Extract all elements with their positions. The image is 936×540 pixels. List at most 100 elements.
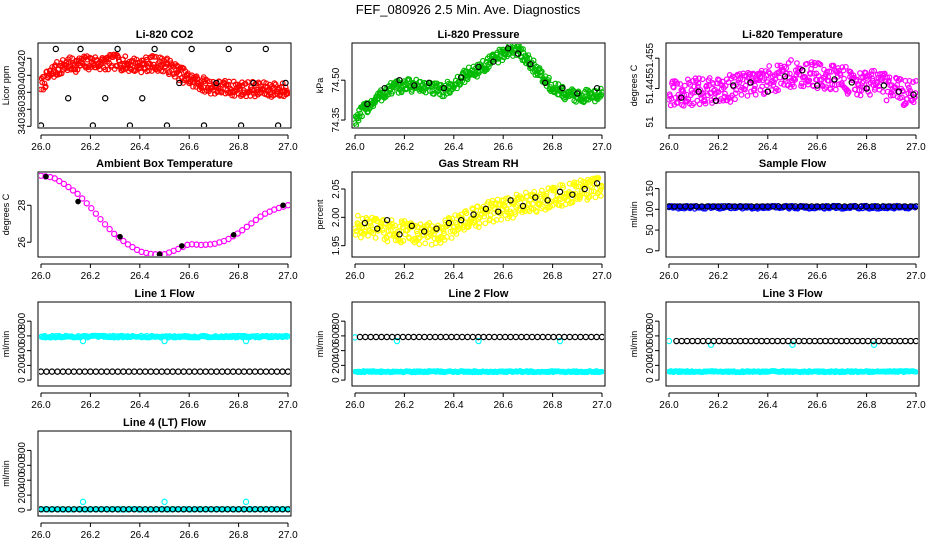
- data-point: [169, 368, 176, 375]
- data-point: [491, 333, 498, 341]
- data-point: [504, 45, 512, 52]
- data-point: [732, 96, 738, 103]
- data-point: [372, 234, 379, 241]
- panel-title: Ambient Box Temperature: [96, 158, 233, 170]
- x-axis: 26.0 26.2 26.4 26.6 26.8 27.0: [659, 263, 926, 282]
- data-point: [248, 220, 255, 227]
- data-point: [800, 337, 808, 345]
- series-line-1-black: [39, 368, 290, 375]
- data-point: [198, 84, 205, 91]
- series-line-2-black: [356, 333, 604, 341]
- data-point: [837, 72, 844, 78]
- data-point: [854, 337, 861, 345]
- data-point: [800, 83, 807, 90]
- data-point: [207, 368, 215, 375]
- outlier-point: [242, 337, 250, 345]
- x-tick-label: 26.8: [543, 400, 563, 411]
- panel-title: Line 1 Flow: [135, 288, 195, 300]
- data-point: [109, 368, 116, 375]
- data-point: [389, 333, 396, 341]
- data-point: [705, 337, 712, 345]
- data-point: [112, 52, 119, 59]
- plot-frame: [351, 42, 606, 129]
- data-point: [827, 337, 835, 345]
- data-point: [510, 53, 516, 59]
- data-point: [744, 92, 751, 99]
- data-point: [164, 368, 171, 375]
- data-point: [667, 102, 674, 109]
- data-point: [98, 368, 105, 375]
- data-point: [910, 79, 916, 85]
- data-point: [763, 337, 771, 345]
- x-tick-label: 26.2: [81, 142, 101, 153]
- y-tick-label: 200: [17, 357, 28, 374]
- x-tick-label: 26.6: [179, 400, 199, 411]
- data-point: [802, 74, 809, 80]
- plot-area: [39, 45, 290, 127]
- data-point: [880, 337, 888, 345]
- panel-sample-flow: Sample Flow 26.0 26.2 26.4 26.6 26.8 27.0 0 50 10…: [629, 158, 926, 282]
- data-point: [42, 83, 49, 90]
- data-point: [52, 45, 60, 53]
- data-point: [726, 337, 733, 345]
- data-point: [432, 333, 439, 341]
- data-point: [751, 85, 758, 92]
- y-axis-label: Licor ppm: [1, 66, 11, 106]
- data-point: [389, 88, 396, 95]
- data-point: [859, 337, 866, 345]
- data-point: [454, 85, 460, 92]
- data-point: [839, 64, 846, 71]
- data-point: [425, 79, 433, 87]
- data-point: [806, 77, 813, 84]
- data-point: [860, 78, 867, 85]
- data-point: [480, 333, 487, 341]
- data-point: [591, 181, 598, 187]
- data-point: [795, 337, 803, 345]
- data-point: [556, 188, 564, 196]
- data-point: [559, 84, 566, 92]
- data-point: [913, 78, 918, 84]
- data-point: [528, 205, 535, 212]
- data-point: [452, 212, 459, 219]
- data-point: [110, 230, 118, 238]
- x-axis: 26.0 26.2 26.4 26.6 26.8 27.0: [659, 392, 926, 411]
- data-point: [43, 368, 50, 375]
- x-tick-label: 26.8: [543, 142, 563, 153]
- x-tick-label: 26.6: [807, 142, 827, 153]
- data-point: [696, 75, 702, 82]
- data-point: [251, 368, 259, 375]
- data-point: [774, 337, 781, 345]
- x-tick-label: 26.6: [807, 400, 827, 411]
- data-point: [92, 210, 100, 217]
- data-point: [884, 88, 891, 95]
- data-point: [456, 225, 463, 231]
- data-point: [811, 70, 817, 77]
- data-point: [175, 368, 182, 375]
- data-point: [832, 86, 839, 93]
- series-co2-red: [39, 51, 290, 100]
- data-point: [496, 333, 503, 341]
- data-point: [284, 368, 290, 375]
- data-point: [359, 113, 365, 120]
- data-point: [814, 85, 821, 92]
- data-point: [250, 79, 257, 87]
- data-point: [673, 337, 680, 345]
- data-point: [246, 368, 253, 375]
- data-point: [913, 369, 918, 375]
- x-tick-label: 26.8: [857, 400, 877, 411]
- x-tick-label: 26.6: [807, 271, 827, 282]
- y-tick-label: 200: [645, 357, 656, 374]
- data-point: [383, 234, 390, 241]
- data-point: [753, 337, 760, 345]
- data-point: [185, 368, 193, 375]
- series-line-3-black: [673, 337, 918, 345]
- data-point: [814, 82, 821, 89]
- plot-frame: [351, 301, 606, 387]
- x-tick-label: 26.6: [179, 271, 199, 282]
- data-point: [574, 90, 581, 97]
- plot-frame: [351, 171, 606, 258]
- data-point: [126, 122, 134, 127]
- data-point: [667, 93, 674, 99]
- data-point: [188, 241, 196, 248]
- data-point: [912, 203, 918, 210]
